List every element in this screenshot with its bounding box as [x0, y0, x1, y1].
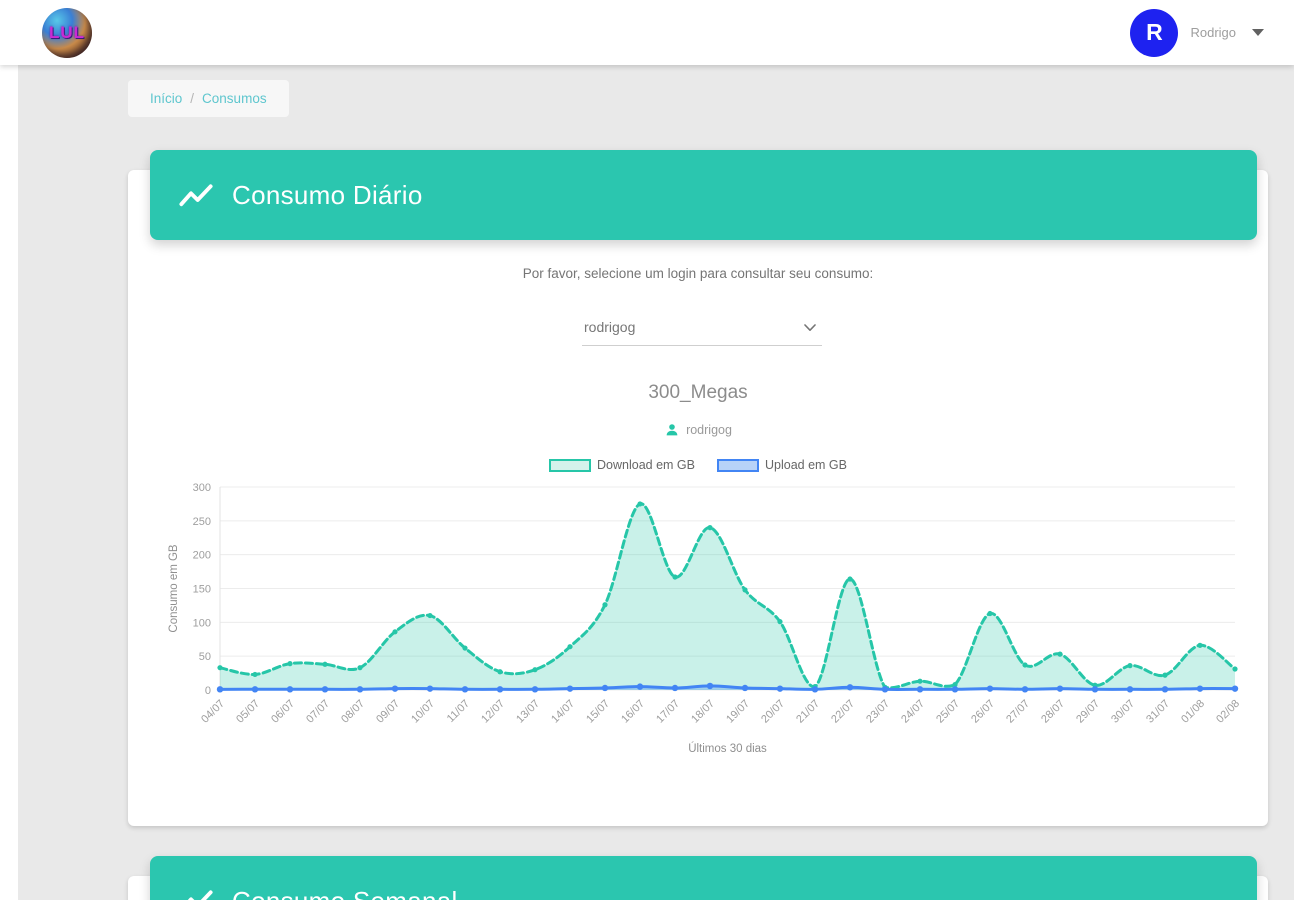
breadcrumb-home-link[interactable]: Início — [150, 91, 183, 106]
svg-text:05/07: 05/07 — [234, 698, 262, 726]
daily-panel-title: Consumo Diário — [232, 179, 423, 210]
svg-text:08/07: 08/07 — [339, 698, 367, 726]
svg-text:04/07: 04/07 — [199, 698, 227, 726]
login-select[interactable]: rodrigog — [582, 312, 822, 346]
daily-panel-header: Consumo Diário — [150, 150, 1257, 240]
consumption-chart-svg: 0 50 100 150 200 250 300 04/07 05/07 06/07 07/07 08… — [168, 482, 1242, 755]
plan-user-label: rodrigog — [686, 423, 732, 437]
breadcrumb-current-link[interactable]: Consumos — [202, 91, 267, 106]
svg-text:17/07: 17/07 — [654, 698, 682, 726]
app-logo-text: LUL — [48, 23, 86, 42]
svg-text:18/07: 18/07 — [689, 698, 717, 726]
plan-user-row: rodrigog — [128, 422, 1268, 438]
svg-text:31/07: 31/07 — [1144, 698, 1172, 726]
svg-text:21/07: 21/07 — [794, 698, 822, 726]
svg-text:100: 100 — [193, 617, 211, 629]
app-logo[interactable]: LUL — [42, 8, 92, 58]
download-legend-label: Download em GB — [597, 458, 695, 472]
svg-text:300: 300 — [193, 482, 211, 494]
svg-text:24/07: 24/07 — [899, 698, 927, 726]
svg-text:Consumo em GB: Consumo em GB — [168, 544, 180, 633]
select-chevron-icon — [804, 324, 816, 331]
breadcrumb: Início / Consumos — [128, 80, 289, 117]
svg-text:0: 0 — [205, 685, 211, 697]
avatar[interactable]: R — [1130, 8, 1179, 57]
svg-text:30/07: 30/07 — [1109, 698, 1137, 726]
daily-consumption-card: Por favor, selecione um login para consu… — [128, 170, 1268, 826]
svg-text:20/07: 20/07 — [759, 698, 787, 726]
svg-text:01/08: 01/08 — [1179, 698, 1207, 726]
svg-text:150: 150 — [193, 584, 211, 596]
svg-text:12/07: 12/07 — [479, 698, 507, 726]
svg-text:22/07: 22/07 — [829, 698, 857, 726]
svg-text:13/07: 13/07 — [514, 698, 542, 726]
svg-text:14/07: 14/07 — [549, 698, 577, 726]
svg-text:Últimos 30 dias: Últimos 30 dias — [688, 742, 767, 755]
second-panel-header: Consumo Semanal — [150, 856, 1257, 900]
chart-legend: Download em GB Upload em GB — [128, 458, 1268, 472]
svg-text:07/07: 07/07 — [304, 698, 332, 726]
svg-text:15/07: 15/07 — [584, 698, 612, 726]
svg-text:09/07: 09/07 — [374, 698, 402, 726]
user-menu[interactable]: R Rodrigo — [1130, 0, 1264, 65]
second-panel-title: Consumo Semanal — [232, 886, 458, 900]
svg-text:23/07: 23/07 — [864, 698, 892, 726]
svg-text:50: 50 — [199, 651, 211, 663]
svg-text:25/07: 25/07 — [934, 698, 962, 726]
upload-swatch — [716, 458, 759, 472]
svg-text:19/07: 19/07 — [724, 698, 752, 726]
svg-text:26/07: 26/07 — [969, 698, 997, 726]
avatar-initial: R — [1146, 19, 1163, 45]
svg-text:16/07: 16/07 — [619, 698, 647, 726]
chevron-down-icon[interactable] — [1252, 29, 1264, 36]
svg-text:250: 250 — [193, 516, 211, 528]
svg-text:11/07: 11/07 — [445, 698, 472, 725]
select-login-prompt: Por favor, selecione um login para consu… — [522, 266, 874, 281]
legend-item-download[interactable]: Download em GB — [549, 458, 695, 472]
upload-legend-label: Upload em GB — [764, 458, 847, 472]
download-swatch — [549, 458, 592, 472]
svg-text:200: 200 — [193, 550, 211, 562]
legend-item-upload[interactable]: Upload em GB — [716, 458, 847, 472]
svg-text:27/07: 27/07 — [1004, 698, 1032, 726]
app-bar: LUL R Rodrigo — [0, 0, 1294, 65]
consumption-chart[interactable]: 0 50 100 150 200 250 300 04/07 05/07 06/07 07/07 08… — [165, 480, 1250, 770]
breadcrumb-separator: / — [190, 91, 195, 106]
svg-text:02/08: 02/08 — [1214, 698, 1242, 726]
line-chart-icon — [179, 184, 213, 207]
svg-text:10/07: 10/07 — [409, 698, 437, 726]
person-icon — [666, 424, 678, 436]
plan-title: 300_Megas — [648, 382, 748, 403]
user-name: Rodrigo — [1190, 25, 1236, 40]
line-chart-icon — [187, 890, 213, 900]
svg-text:06/07: 06/07 — [269, 698, 297, 726]
login-select-value: rodrigog — [584, 319, 636, 335]
svg-text:28/07: 28/07 — [1039, 698, 1067, 726]
svg-text:29/07: 29/07 — [1074, 698, 1102, 726]
